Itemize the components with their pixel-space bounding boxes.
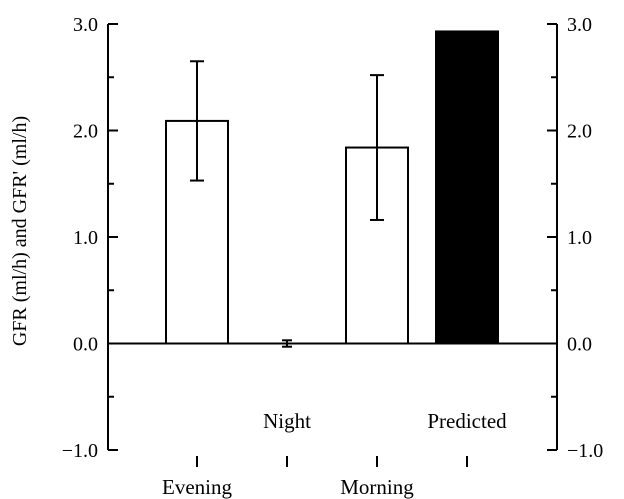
category-label-predicted: Predicted (427, 409, 507, 433)
y-tick-label-right: 3.0 (567, 14, 592, 36)
error-bar-morning (370, 74, 384, 221)
y-tick-label-right: −1.0 (567, 440, 603, 462)
category-label-night: Night (263, 409, 311, 433)
y-tick-label-left: 3.0 (73, 14, 98, 36)
axes-layer (107, 23, 558, 467)
y-tick-label-left: 1.0 (73, 227, 98, 249)
y-tick-label-left: −1.0 (62, 440, 98, 462)
category-label-evening: Evening (162, 475, 232, 499)
bar-predicted (435, 30, 499, 345)
y-axis-title: GFR (ml/h) and GFR' (ml/h) (9, 116, 31, 346)
bars-layer (165, 30, 499, 348)
error-bar-evening (190, 60, 204, 182)
y-tick-label-left: 0.0 (73, 334, 98, 356)
y-tick-label-right: 1.0 (567, 227, 592, 249)
y-tick-label-right: 0.0 (567, 334, 592, 356)
labels-layer: −1.0 −1.0 0.0 0.0 1.0 1.0 2.0 2.0 3.0 3.0 Evening N… (9, 14, 603, 499)
y-tick-label-right: 2.0 (567, 121, 592, 143)
y-tick-label-left: 2.0 (73, 121, 98, 143)
category-label-morning: Morning (340, 475, 414, 499)
